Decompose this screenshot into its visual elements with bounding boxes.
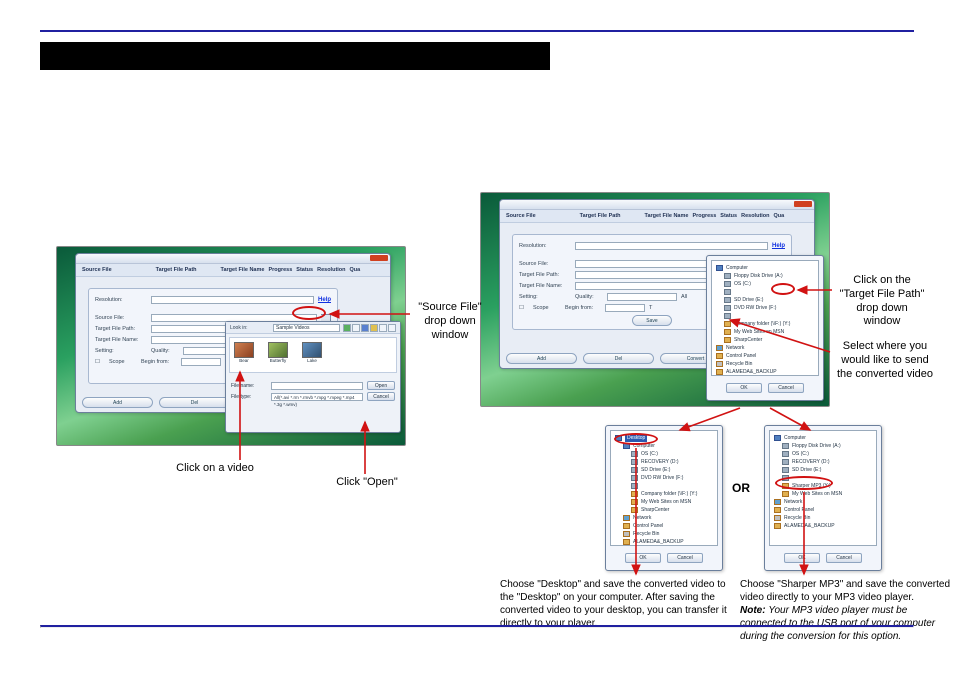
callout-click-open: Click "Open"	[322, 476, 412, 490]
open-button[interactable]: Open	[367, 381, 395, 390]
callout-target-path: Click on the"Target File Path"drop downw…	[832, 274, 932, 329]
callout-source-file: "Source File"drop downwindow	[410, 301, 490, 342]
video-thumb-1[interactable]: Bear	[234, 342, 254, 363]
section-banner	[40, 42, 550, 70]
video-thumb-3[interactable]: Lake	[302, 342, 322, 363]
top-rule	[40, 30, 914, 32]
video-thumb-2[interactable]: Butterfly	[268, 342, 288, 363]
text-choose-desktop: Choose "Desktop" and save the converted …	[500, 578, 730, 630]
browse-folder-dialog-main: ComputerFloppy Disk Drive (A:)OS (C:) SD…	[706, 255, 824, 401]
add-button[interactable]: Add	[82, 397, 153, 408]
folder-ok-button[interactable]: OK	[726, 383, 762, 393]
cancel-button[interactable]: Cancel	[367, 392, 395, 401]
browse-folder-dialog-right: ComputerFloppy Disk Drive (A:)OS (C:)REC…	[764, 425, 882, 571]
callout-select-where: Select where youwould like to sendthe co…	[830, 340, 940, 381]
folder-cancel-button[interactable]: Cancel	[768, 383, 804, 393]
screenshot-right: Source File Target File Path Target File…	[480, 192, 830, 407]
file-open-dialog: Look in: Sample Videos Bear Butterfly La…	[225, 321, 401, 433]
text-choose-sharper: Choose "Sharper MP3" and save the conver…	[740, 578, 950, 643]
browse-folder-dialog-left: DesktopComputerOS (C:)RECOVERY (D:)SD Dr…	[605, 425, 723, 571]
help-link[interactable]: Help	[318, 297, 331, 303]
or-label: OR	[732, 481, 750, 495]
column-headers: Source File Target File Path Target File…	[76, 264, 390, 277]
callout-click-video: Click on a video	[160, 462, 270, 476]
del-button[interactable]: Del	[159, 397, 230, 408]
screenshot-left: Source File Target File Path Target File…	[56, 246, 406, 446]
bottom-rule	[40, 625, 914, 628]
